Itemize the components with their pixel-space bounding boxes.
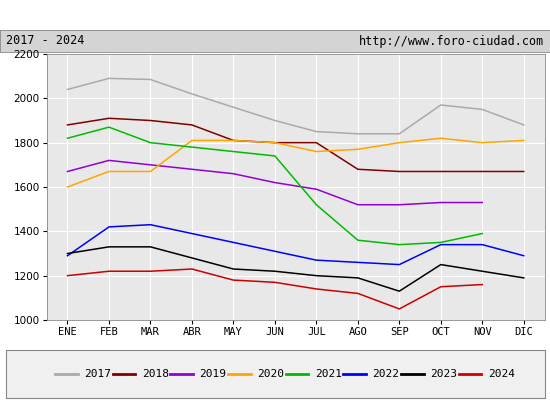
Text: 2017 - 2024: 2017 - 2024 [6,34,84,48]
Text: Evolucion del paro registrado en Zafra: Evolucion del paro registrado en Zafra [102,8,448,22]
Text: 2018: 2018 [142,369,169,379]
Text: 2021: 2021 [315,369,342,379]
Text: 2023: 2023 [430,369,457,379]
Text: 2022: 2022 [372,369,399,379]
Text: 2019: 2019 [200,369,227,379]
Text: 2024: 2024 [488,369,515,379]
Text: http://www.foro-ciudad.com: http://www.foro-ciudad.com [359,34,544,48]
Text: 2020: 2020 [257,369,284,379]
Text: 2017: 2017 [84,369,111,379]
